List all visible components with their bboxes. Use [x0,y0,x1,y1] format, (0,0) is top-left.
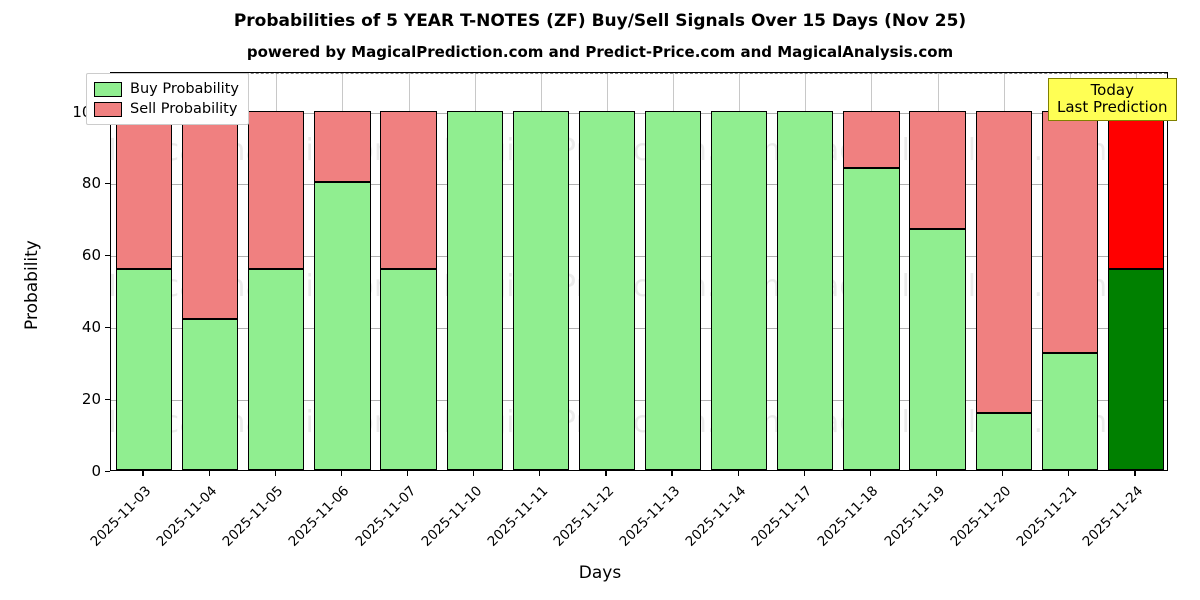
bar-segment-sell[interactable] [115,110,173,269]
bar-group[interactable] [578,73,636,470]
bar-segment-buy[interactable] [248,268,305,470]
x-tick-mark [473,471,475,476]
today-annotation: Today Last Prediction [1048,78,1177,121]
bar-segment-buy[interactable] [843,168,900,470]
bar-group[interactable] [644,73,702,470]
legend-item-buy: Buy Probability [94,79,239,99]
x-tick-mark [1002,471,1004,476]
x-tick-mark [1068,471,1070,476]
chart-legend: Buy Probability Sell Probability [86,73,249,125]
bar-group[interactable] [975,73,1032,470]
gridline-y [111,400,1167,402]
gridline-y [111,112,1167,114]
bar-segment-sell[interactable] [975,110,1032,413]
bar-group[interactable] [248,73,305,470]
gridline-y [111,184,1167,186]
y-tick-mark [105,470,110,472]
bar-segment-buy[interactable] [909,229,966,470]
bar-group[interactable] [711,73,768,470]
chart-title: Probabilities of 5 YEAR T-NOTES (ZF) Buy… [233,11,967,31]
bar-group[interactable] [909,73,966,470]
bar-group[interactable] [314,73,371,470]
bar-segment-buy[interactable] [578,110,636,470]
x-tick-mark [869,471,872,476]
x-tick-mark [406,471,409,476]
bar-segment-sell[interactable] [843,110,900,169]
y-tick-mark [105,182,110,185]
bar-segment-buy[interactable] [314,182,371,470]
x-tick-mark [539,471,541,476]
x-tick-mark [935,471,938,476]
bar-segment-buy[interactable] [1107,268,1165,470]
bar-group[interactable] [380,73,437,470]
bar-segment-buy[interactable] [115,268,173,470]
today-annotation-line2: Last Prediction [1057,97,1168,116]
x-axis-label: Days [578,563,622,583]
bar-segment-buy[interactable] [644,110,702,470]
bar-segment-buy[interactable] [711,110,768,470]
y-tick-mark [105,326,110,328]
bar-group[interactable] [777,73,834,470]
bar-group[interactable] [843,73,900,470]
bar-segment-sell[interactable] [909,110,966,230]
bar-group[interactable] [182,73,239,470]
x-tick-mark [340,471,343,476]
plot-inner: MagicalAnalysis.comMagicalPrediction.com… [111,73,1167,470]
bar-segment-sell[interactable] [248,110,305,269]
gridline-y [111,256,1167,258]
legend-label-buy: Buy Probability [130,81,239,97]
legend-item-sell: Sell Probability [94,99,239,119]
x-tick-mark [208,471,210,476]
plot-area: MagicalAnalysis.comMagicalPrediction.com… [110,72,1168,471]
y-tick-label: 40 [81,318,101,337]
x-tick-mark [803,471,805,476]
bar-segment-buy[interactable] [1041,353,1098,470]
y-tick-label: 20 [81,390,101,409]
bar-segment-buy[interactable] [446,110,503,470]
y-tick-label: 80 [81,174,101,193]
y-tick-mark [105,398,110,400]
x-tick-mark [737,471,739,476]
legend-swatch-buy [94,81,122,97]
y-tick-label: 0 [91,462,101,480]
y-axis-label: Probability [22,240,42,330]
bar-group[interactable] [512,73,569,470]
y-tick-label: 60 [81,246,101,265]
bar-segment-sell[interactable] [1107,110,1165,269]
today-annotation-line1: Today [1090,81,1134,99]
chart-subtitle: powered by MagicalPrediction.com and Pre… [246,43,954,61]
bar-group[interactable] [446,73,503,470]
x-tick-mark [1134,471,1136,476]
y-tick-mark [105,254,110,257]
bar-segment-sell[interactable] [182,110,239,320]
x-tick-mark [274,471,276,476]
bar-segment-buy[interactable] [512,110,569,470]
legend-label-sell: Sell Probability [130,101,238,117]
bar-segment-buy[interactable] [777,110,834,470]
bar-segment-buy[interactable] [975,412,1032,470]
reference-line [111,73,1167,74]
x-tick-mark [671,471,673,476]
x-tick-mark [605,471,607,476]
legend-swatch-sell [94,101,122,117]
bar-segment-buy[interactable] [380,268,437,470]
bar-segment-sell[interactable] [314,110,371,183]
gridline-y [111,328,1167,330]
bar-segment-sell[interactable] [380,110,437,269]
bar-group[interactable] [1107,73,1165,470]
bar-segment-buy[interactable] [182,319,239,470]
bar-group[interactable] [115,73,173,470]
bar-group[interactable] [1041,73,1098,470]
x-tick-mark [142,471,144,476]
bar-segment-sell[interactable] [1041,110,1098,354]
